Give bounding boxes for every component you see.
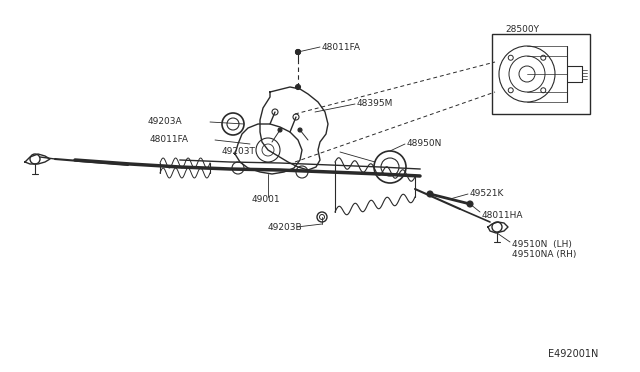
Text: 48011FA: 48011FA <box>150 135 189 144</box>
Circle shape <box>278 128 282 132</box>
Text: 48950N: 48950N <box>407 140 442 148</box>
Text: 49510N  (LH): 49510N (LH) <box>512 240 572 248</box>
Text: 49001: 49001 <box>252 196 280 205</box>
Text: E492001N: E492001N <box>548 349 598 359</box>
Text: 49521K: 49521K <box>470 189 504 199</box>
Circle shape <box>296 84 301 90</box>
Circle shape <box>427 191 433 197</box>
Text: 48011FA: 48011FA <box>322 42 361 51</box>
Text: 48395M: 48395M <box>357 99 394 109</box>
Circle shape <box>298 128 302 132</box>
Text: 49203A: 49203A <box>148 118 182 126</box>
Text: 49203B: 49203B <box>268 222 303 231</box>
Text: 49203T: 49203T <box>222 148 256 157</box>
Text: 48011HA: 48011HA <box>482 211 524 219</box>
Circle shape <box>296 49 301 55</box>
Text: 28500Y: 28500Y <box>505 26 539 35</box>
Bar <box>492 34 590 114</box>
Circle shape <box>467 201 473 207</box>
Text: 49510NA (RH): 49510NA (RH) <box>512 250 577 259</box>
Circle shape <box>296 49 301 55</box>
